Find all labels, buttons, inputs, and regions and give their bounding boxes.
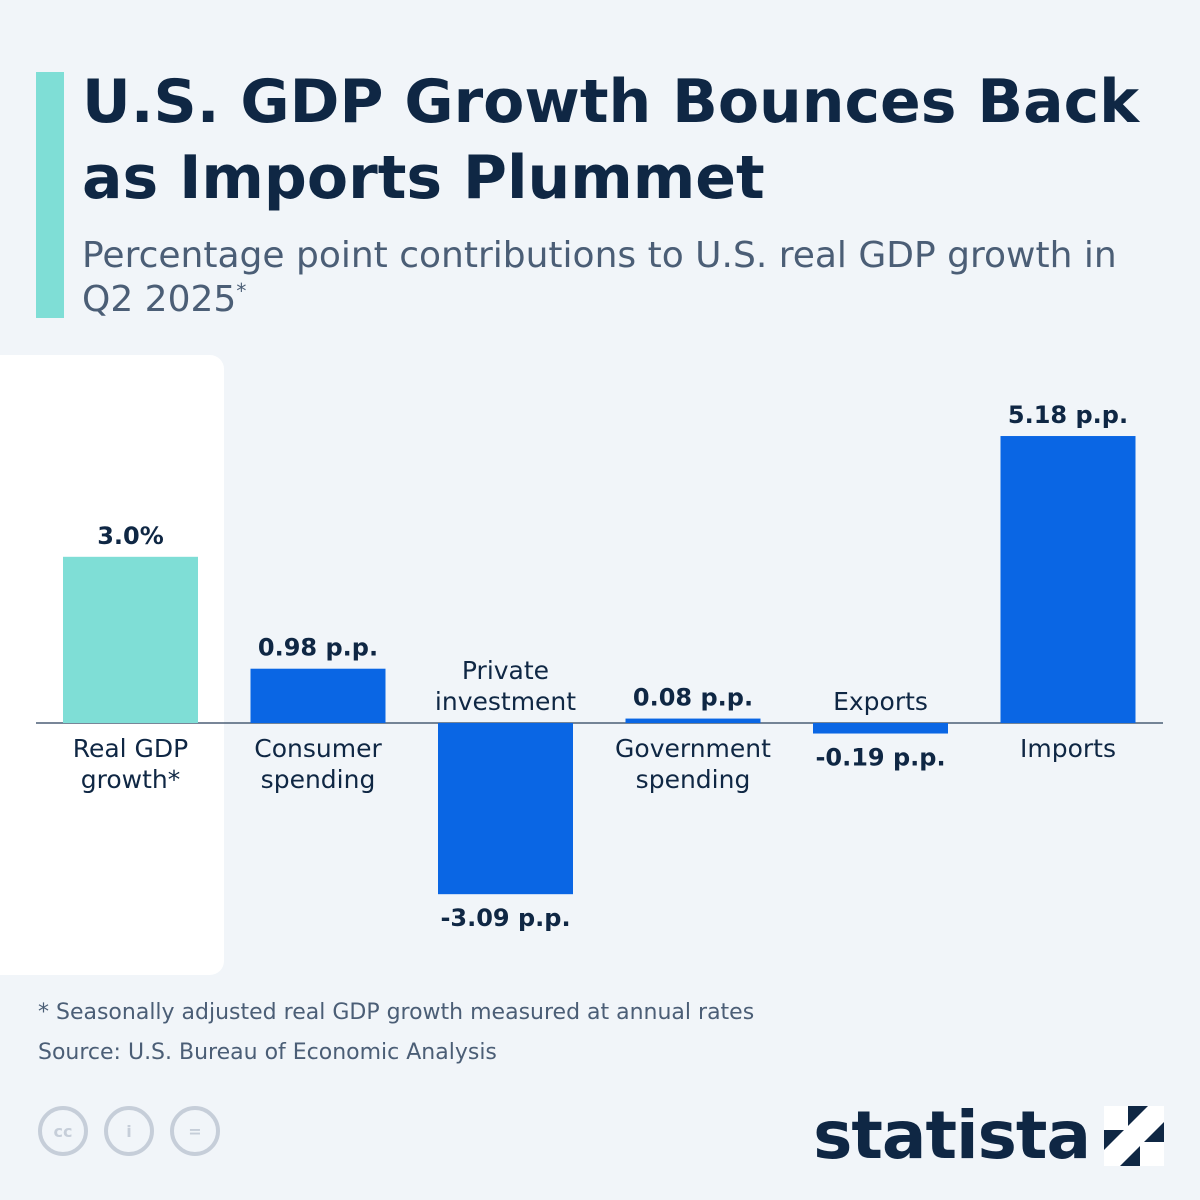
bar-3[interactable] [625,718,761,723]
license-icons: cc i = [38,1106,220,1156]
bar-1[interactable] [250,668,386,723]
value-label-2: -3.09 p.p. [440,904,570,932]
statista-logo-icon [1104,1106,1164,1166]
accent-bar [36,72,64,318]
value-label-0: 3.0% [97,522,164,550]
no-derivatives-icon[interactable]: = [170,1106,220,1156]
category-label-0-1: growth* [81,765,181,794]
brand-wordmark: statista [813,1097,1091,1174]
bar-0[interactable] [63,556,198,723]
subtitle-text: Percentage point contributions to U.S. r… [82,235,1117,320]
bar-5[interactable] [1000,436,1136,723]
chart-title: U.S. GDP Growth Bounces Back as Imports … [82,67,1140,213]
value-label-4: -0.19 p.p. [815,744,945,772]
chart-subtitle: Percentage point contributions to U.S. r… [82,234,1172,322]
bar-4[interactable] [813,723,948,734]
category-label-3-0: Government [615,734,771,763]
category-label-0-0: Real GDP [73,734,189,763]
category-label-4-0: Exports [833,687,928,716]
value-label-5: 5.18 p.p. [1008,401,1128,429]
value-label-1: 0.98 p.p. [258,634,378,662]
subtitle-footnote-mark: * [236,279,247,303]
category-label-1-0: Consumer [254,734,382,763]
category-label-1-1: spending [261,765,376,794]
attribution-icon[interactable]: i [104,1106,154,1156]
category-label-2-0: Private [462,656,549,685]
bar-2[interactable] [438,723,573,895]
value-label-3: 0.08 p.p. [633,684,753,712]
category-label-5-0: Imports [1020,734,1116,763]
footnote: * Seasonally adjusted real GDP growth me… [38,1000,755,1025]
category-label-2-1: investment [435,687,576,716]
cc-icon[interactable]: cc [38,1106,88,1156]
source-note: Source: U.S. Bureau of Economic Analysis [38,1040,497,1065]
statista-brand[interactable]: statista [813,1098,1164,1174]
category-label-3-1: spending [636,765,751,794]
